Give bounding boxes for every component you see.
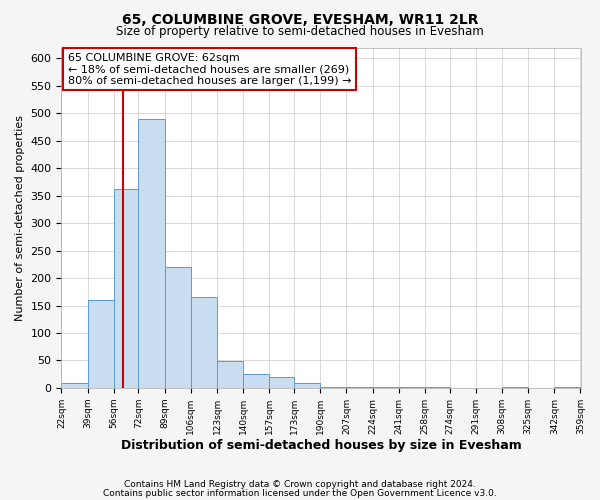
X-axis label: Distribution of semi-detached houses by size in Evesham: Distribution of semi-detached houses by … [121, 440, 521, 452]
Text: Contains HM Land Registry data © Crown copyright and database right 2024.: Contains HM Land Registry data © Crown c… [124, 480, 476, 489]
Bar [243, 374, 269, 388]
Bar [139, 119, 164, 388]
Y-axis label: Number of semi-detached properties: Number of semi-detached properties [15, 114, 25, 320]
Text: Size of property relative to semi-detached houses in Evesham: Size of property relative to semi-detach… [116, 25, 484, 38]
Bar [191, 298, 217, 388]
Bar [164, 267, 191, 388]
Bar [294, 384, 320, 388]
Bar [217, 362, 243, 388]
Bar [114, 188, 139, 388]
Bar [269, 377, 294, 388]
Text: Contains public sector information licensed under the Open Government Licence v3: Contains public sector information licen… [103, 489, 497, 498]
Bar [88, 300, 114, 388]
Bar [346, 386, 373, 388]
Text: 65, COLUMBINE GROVE, EVESHAM, WR11 2LR: 65, COLUMBINE GROVE, EVESHAM, WR11 2LR [122, 12, 478, 26]
Text: 65 COLUMBINE GROVE: 62sqm
← 18% of semi-detached houses are smaller (269)
80% of: 65 COLUMBINE GROVE: 62sqm ← 18% of semi-… [68, 52, 351, 86]
Bar [61, 384, 88, 388]
Bar [320, 386, 346, 388]
